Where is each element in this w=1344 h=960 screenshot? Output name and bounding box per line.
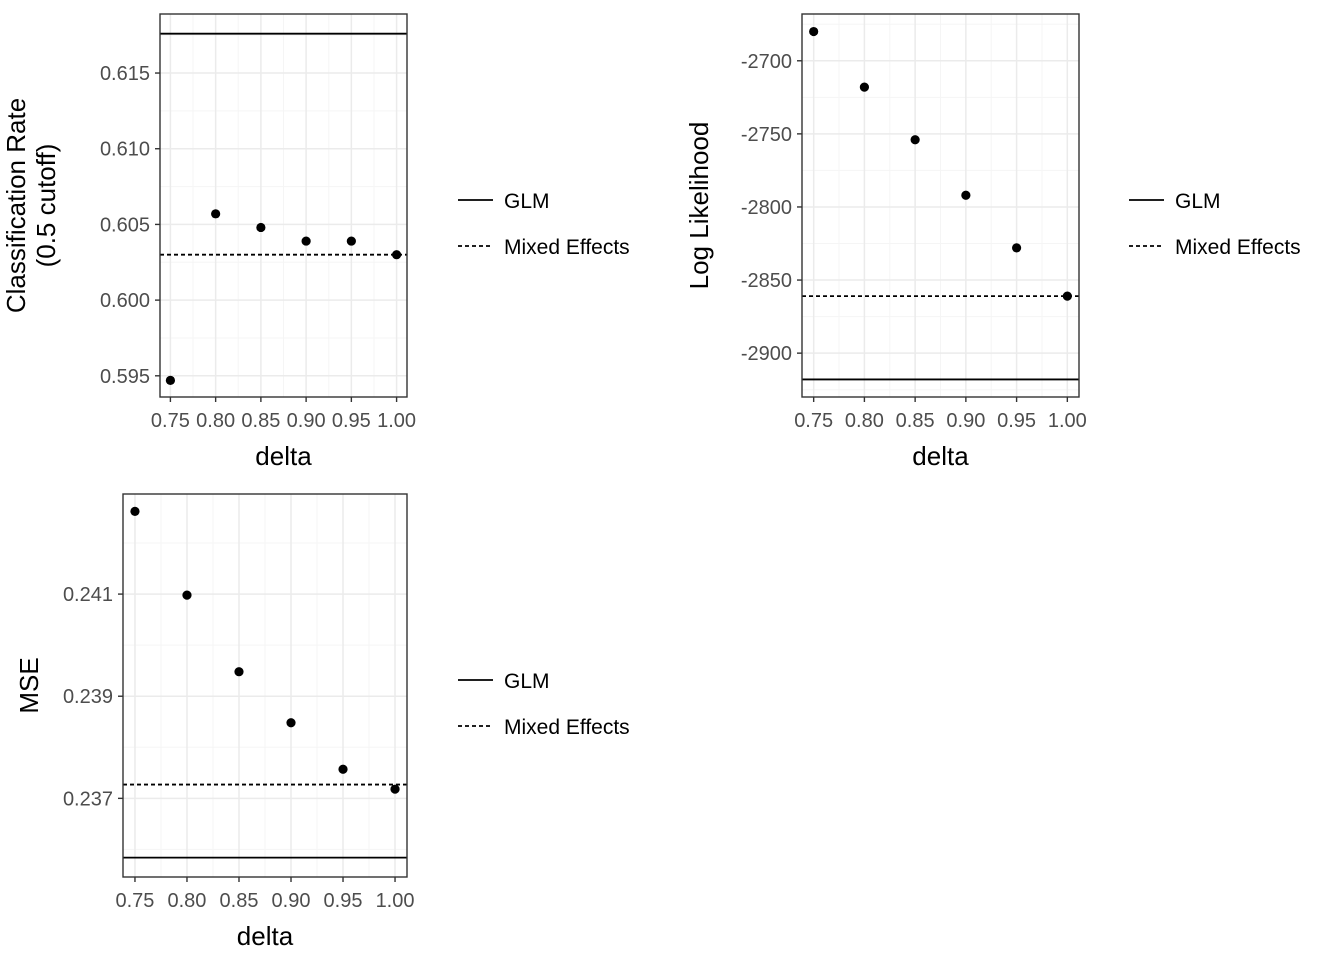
- legend-label: GLM: [1175, 190, 1221, 213]
- data-point: [182, 590, 192, 600]
- legend-label: Mixed Effects: [504, 236, 630, 259]
- data-point: [859, 82, 870, 92]
- y-tick-label: -2900: [741, 343, 792, 365]
- panel-1: 0.75 0.80 0.85 0.90 0.95 1.00 0.595 0.600 0.605 0…: [1, 13, 630, 471]
- y-tick-label: 0.600: [100, 290, 150, 312]
- x-tick-label: 0.90: [272, 890, 311, 912]
- y-tick-label: 0.241: [63, 584, 113, 606]
- panel-2: 0.75 0.80 0.85 0.90 0.95 1.00 -2900 -2850 -2800 -…: [684, 13, 1301, 471]
- legend-label: Mixed Effects: [504, 716, 630, 739]
- x-tick-label: 0.85: [220, 890, 259, 912]
- panel-border: [801, 13, 1080, 398]
- y-tick-label: 0.239: [63, 686, 113, 708]
- x-tick-label: 0.80: [845, 410, 884, 432]
- panel-border: [159, 13, 408, 398]
- legend-label: GLM: [504, 670, 550, 693]
- x-tick-label: 0.90: [946, 410, 985, 432]
- legend: GLM Mixed Effects: [1129, 190, 1301, 259]
- y-tick-label: -2750: [741, 124, 792, 146]
- data-point: [809, 26, 819, 37]
- y-axis-title: Log Likelihood: [684, 122, 714, 290]
- data-point: [234, 667, 244, 677]
- data-point: [338, 764, 348, 774]
- x-tick-label: 0.75: [115, 890, 154, 912]
- x-tick-label: 0.80: [196, 410, 235, 432]
- y-tick-label: 0.605: [100, 214, 150, 236]
- y-axis-title: (0.5 cutoff): [31, 144, 61, 268]
- y-tick-label: 0.615: [100, 63, 150, 85]
- x-tick-label: 1.00: [1048, 410, 1087, 432]
- data-point: [961, 190, 971, 200]
- data-point: [910, 135, 920, 145]
- legend: GLM Mixed Effects: [458, 670, 630, 739]
- data-point: [165, 375, 176, 385]
- data-point: [1011, 243, 1022, 253]
- data-point: [256, 222, 266, 233]
- x-tick-label: 0.75: [794, 410, 833, 432]
- legend-label: GLM: [504, 190, 550, 213]
- y-tick-label: 0.237: [63, 788, 113, 810]
- x-axis-title: delta: [255, 441, 312, 471]
- data-point: [130, 506, 140, 516]
- y-tick-label: 0.595: [100, 366, 150, 388]
- x-axis-title: delta: [237, 921, 294, 951]
- y-tick-label: -2850: [741, 270, 792, 292]
- legend-label: Mixed Effects: [1175, 236, 1301, 259]
- data-point: [211, 209, 221, 219]
- y-tick-label: 0.610: [100, 139, 150, 161]
- x-axis-title: delta: [912, 441, 969, 471]
- y-tick-label: -2700: [741, 51, 792, 73]
- legend: GLM Mixed Effects: [458, 190, 630, 259]
- y-axis-title: MSE: [14, 657, 44, 713]
- x-tick-label: 1.00: [377, 410, 416, 432]
- y-axis-title: Classification Rate: [1, 98, 31, 313]
- y-tick-label: -2800: [741, 197, 792, 219]
- x-tick-label: 0.80: [168, 890, 207, 912]
- x-tick-label: 0.90: [287, 410, 326, 432]
- x-tick-label: 0.85: [241, 410, 280, 432]
- x-tick-label: 0.95: [324, 890, 363, 912]
- x-tick-label: 0.75: [151, 410, 190, 432]
- data-point: [390, 784, 400, 794]
- data-point: [346, 236, 356, 246]
- panel-border: [122, 493, 408, 878]
- data-point: [1062, 291, 1072, 301]
- x-tick-label: 0.95: [997, 410, 1036, 432]
- data-point: [301, 236, 311, 246]
- data-point: [286, 718, 296, 728]
- panel-3: 0.75 0.80 0.85 0.90 0.95 1.00 0.237 0.239 0.241 d…: [14, 493, 630, 951]
- x-tick-label: 1.00: [376, 890, 415, 912]
- x-tick-label: 0.85: [896, 410, 935, 432]
- x-tick-label: 0.95: [332, 410, 371, 432]
- data-point: [391, 250, 402, 260]
